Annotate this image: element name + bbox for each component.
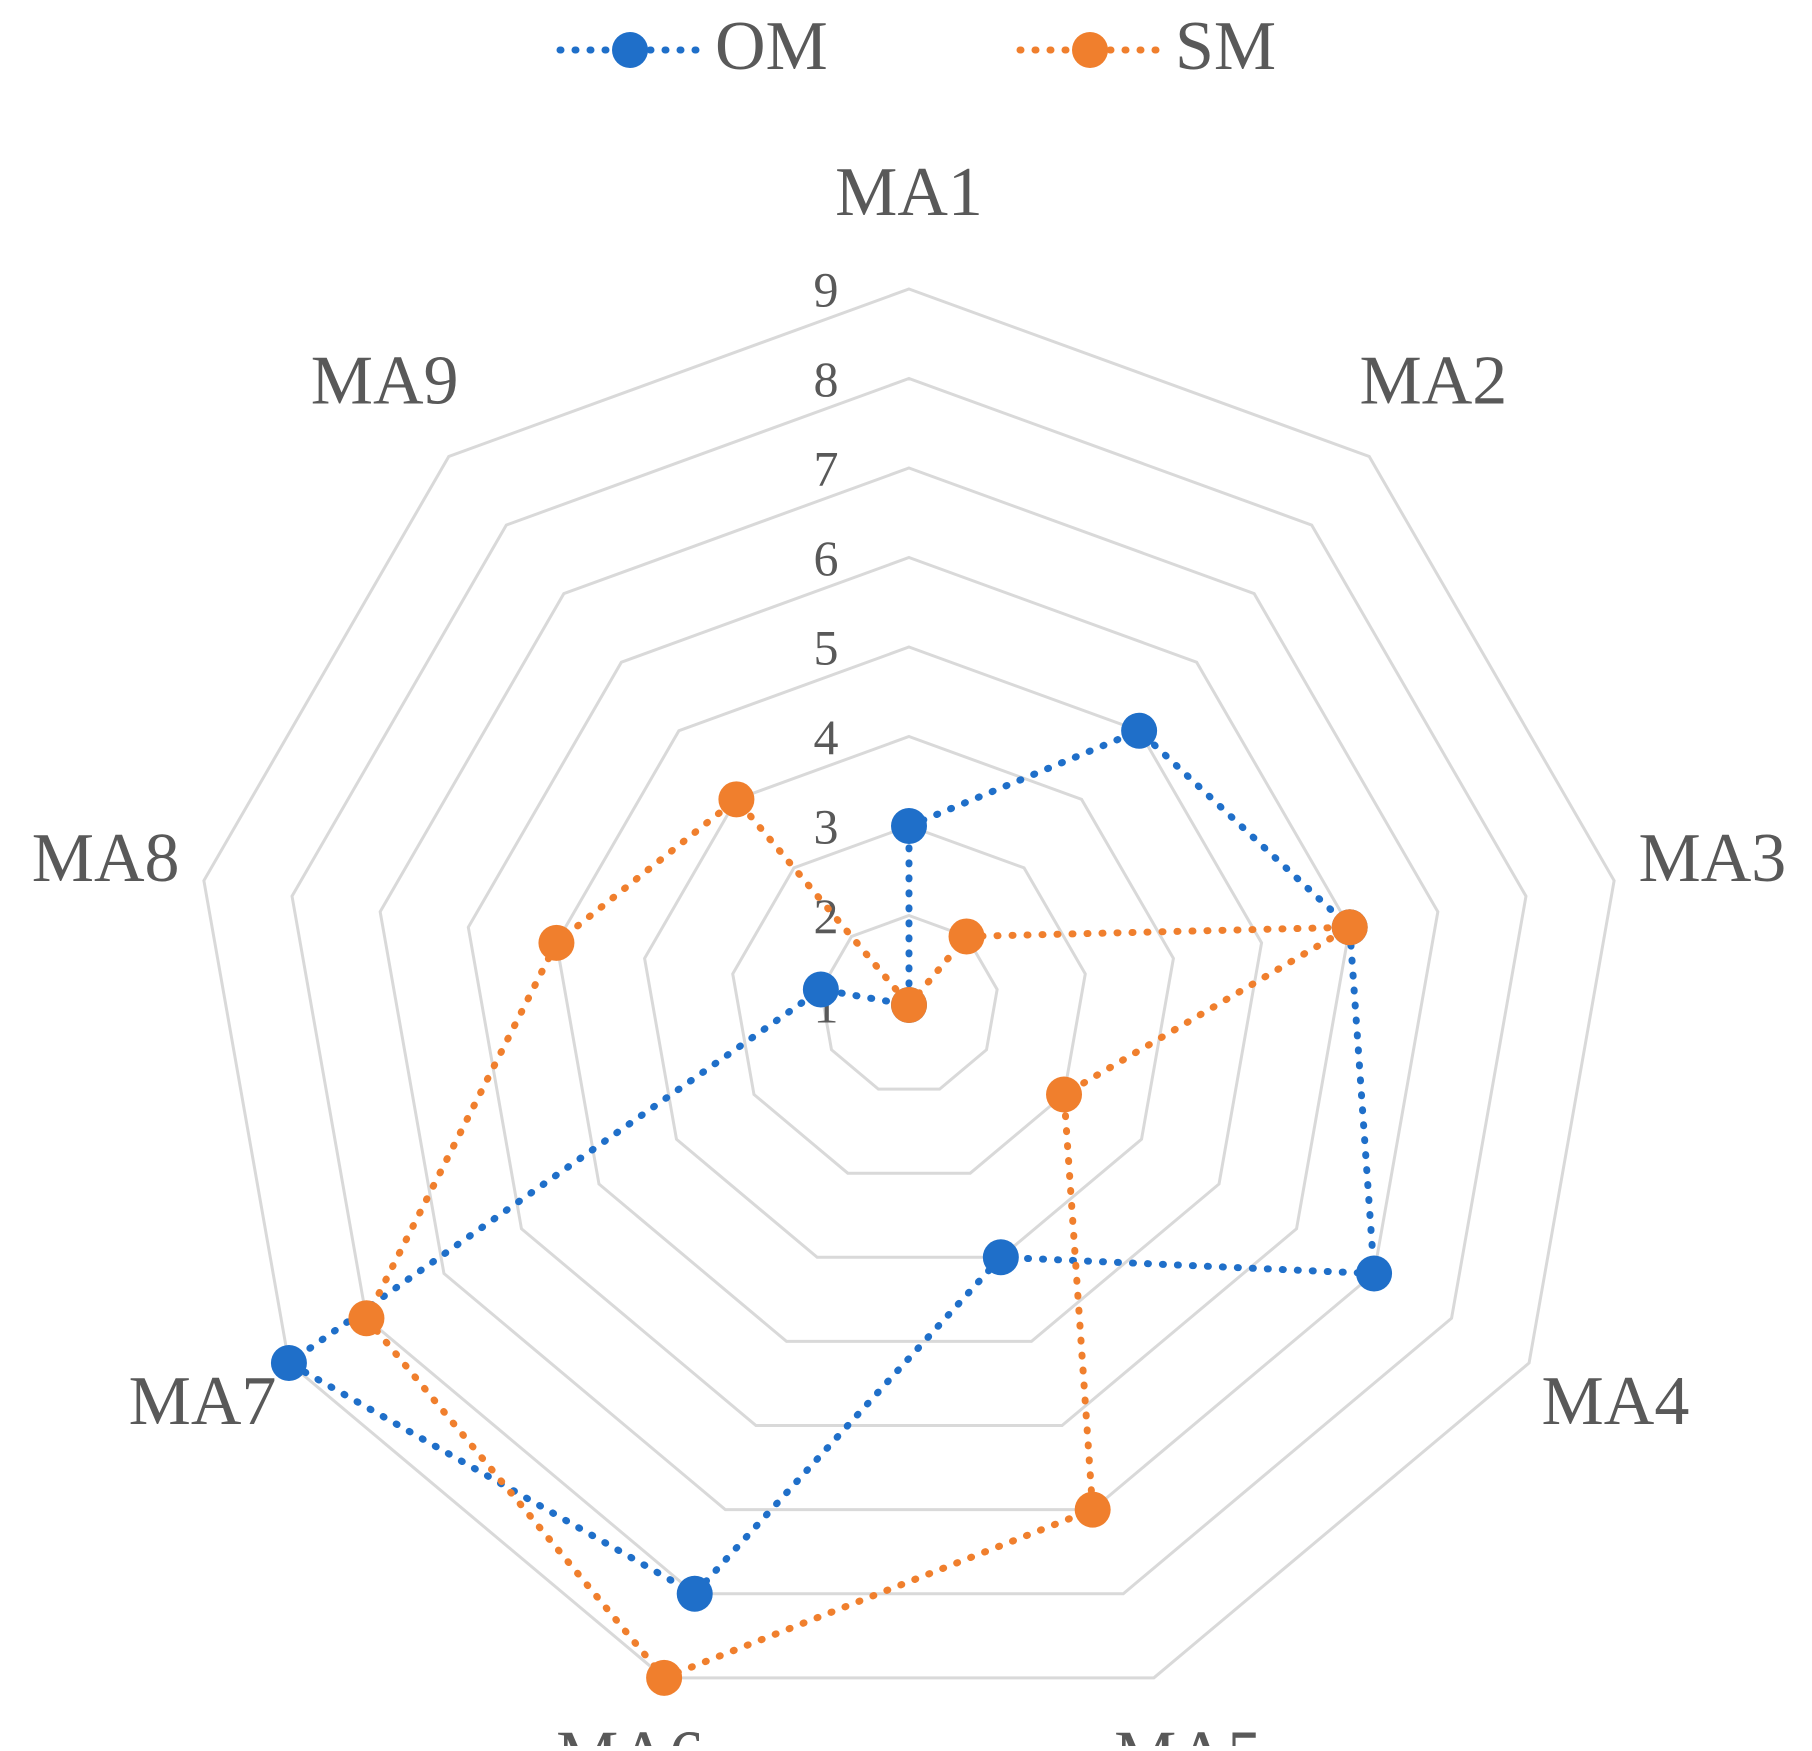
data-point <box>1074 1491 1111 1528</box>
data-point <box>1356 1255 1393 1292</box>
data-point <box>982 1239 1019 1276</box>
category-label: MA1 <box>835 154 983 231</box>
r-tick-label: 4 <box>814 709 839 765</box>
r-tick-label: 6 <box>814 530 839 586</box>
data-point <box>718 781 755 818</box>
data-point <box>1046 1076 1083 1113</box>
legend-label: SM <box>1175 8 1276 85</box>
grid-ring <box>554 645 1264 1343</box>
data-point <box>1331 909 1368 946</box>
grid-ring <box>731 824 1087 1175</box>
data-point <box>270 1345 307 1381</box>
r-tick-label: 3 <box>814 798 839 854</box>
grid-ring <box>466 555 1352 1428</box>
data-point <box>891 808 927 844</box>
legend-label: OM <box>715 8 828 85</box>
data-point <box>538 924 575 961</box>
category-label: MA9 <box>311 342 459 419</box>
r-tick-label: 5 <box>814 619 839 675</box>
data-point <box>948 918 985 955</box>
series-line <box>362 794 1364 1683</box>
category-label: MA8 <box>32 820 180 897</box>
data-point <box>891 987 927 1023</box>
data-point <box>676 1575 713 1612</box>
data-point <box>1121 712 1158 749</box>
category-label: MA7 <box>129 1363 277 1440</box>
grid-ring <box>290 376 1528 1596</box>
legend-marker <box>612 32 648 68</box>
r-tick-label: 9 <box>814 261 839 317</box>
category-label: MA3 <box>1638 820 1786 897</box>
r-tick-label: 8 <box>814 351 839 407</box>
data-point <box>348 1300 385 1337</box>
data-point <box>646 1659 683 1696</box>
grid-ring <box>643 734 1175 1259</box>
category-label: MA5 <box>1114 1718 1262 1746</box>
series-line <box>282 726 1378 1599</box>
data-point <box>802 971 839 1008</box>
r-tick-label: 7 <box>814 440 839 496</box>
grid-ring <box>202 287 1616 1680</box>
legend-marker <box>1072 32 1108 68</box>
grid-ring <box>819 913 999 1091</box>
category-label: MA6 <box>556 1718 704 1746</box>
grid-ring <box>378 466 1440 1512</box>
category-label: MA4 <box>1542 1363 1690 1440</box>
category-label: MA2 <box>1359 342 1507 419</box>
